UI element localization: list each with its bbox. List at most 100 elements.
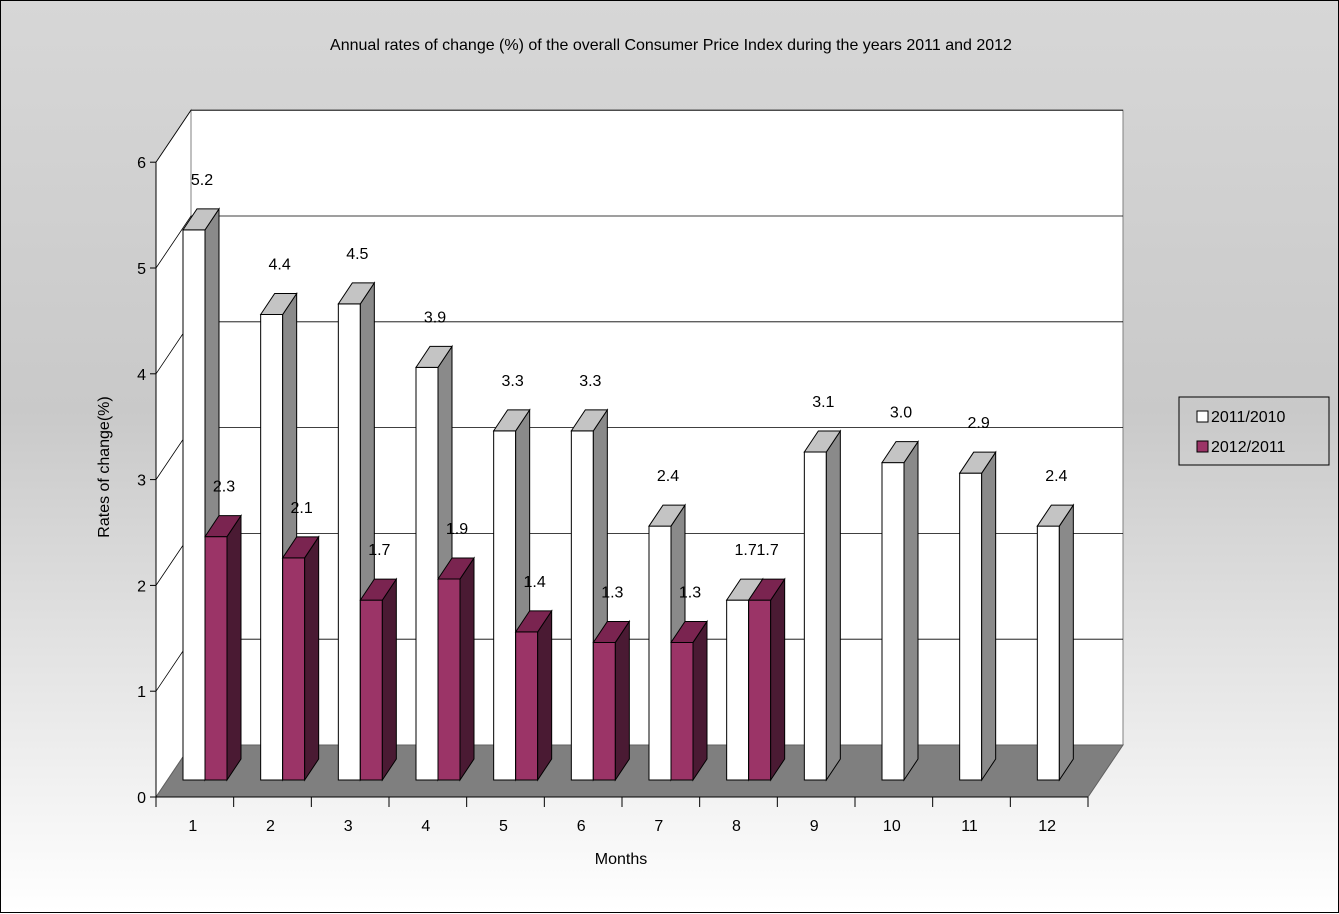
- bar-front: [670, 641, 694, 781]
- data-label: 1.7: [368, 542, 390, 559]
- x-tick-label: 8: [732, 818, 741, 835]
- y-tick-label: 3: [137, 473, 146, 490]
- bar-front: [282, 557, 306, 781]
- bar-side: [1058, 503, 1074, 782]
- data-label: 2.9: [968, 415, 990, 432]
- gridline: [155, 215, 1123, 269]
- data-label: 2.4: [1045, 468, 1067, 485]
- bar-top: [514, 610, 553, 633]
- y-tick-label: 2: [137, 578, 146, 595]
- x-tick-label: 1: [188, 818, 197, 835]
- bar-side: [981, 450, 997, 782]
- bar-front: [648, 525, 672, 781]
- y-tick-label: 0: [137, 790, 146, 807]
- x-axis: 1 2 3 4 5 6 7 8 9 10 11 12: [155, 796, 1089, 835]
- bar-front: [415, 366, 439, 781]
- bar-front: [260, 313, 284, 781]
- bar-2012-2011: [747, 577, 786, 782]
- bar-2011-2010: [803, 429, 842, 782]
- bar-top: [337, 282, 376, 305]
- y-tick-label: 5: [137, 261, 146, 278]
- bar-top: [492, 409, 531, 432]
- gridline: [155, 109, 1123, 163]
- data-label: 1.4: [524, 574, 546, 591]
- x-tick-label: 4: [421, 818, 430, 835]
- bar-front: [182, 229, 206, 781]
- data-label: 2.4: [657, 468, 679, 485]
- x-tick-label: 10: [883, 818, 901, 835]
- x-tick-label: 7: [654, 818, 663, 835]
- bar-2012-2011: [437, 556, 475, 782]
- y-axis-title: Rates of change(%): [96, 396, 113, 537]
- bar-2011-2010: [881, 439, 919, 782]
- bar-side: [825, 429, 841, 782]
- x-tick-label: 3: [344, 818, 353, 835]
- bar-top: [648, 504, 686, 527]
- x-tick-label: 11: [961, 818, 978, 835]
- bar-2011-2010: [1036, 503, 1075, 782]
- data-label: 1.3: [601, 584, 623, 601]
- bar-top: [881, 441, 919, 464]
- chart-title: Annual rates of change (%) of the overal…: [330, 37, 1012, 54]
- bar-top: [1036, 504, 1075, 527]
- bar-2012-2011: [514, 609, 553, 782]
- bar-front: [337, 303, 361, 781]
- bar-2011-2010: [958, 450, 997, 782]
- bar-front: [1036, 525, 1060, 781]
- bar-top: [437, 557, 475, 580]
- bar-front: [881, 462, 905, 781]
- bar-top: [359, 578, 398, 601]
- legend-box: [1178, 396, 1330, 466]
- bar-2012-2011: [281, 535, 320, 782]
- data-label: 3.9: [424, 309, 446, 326]
- data-label: 1.7: [757, 542, 779, 559]
- bar-front: [204, 536, 228, 781]
- bar-2012-2011: [670, 619, 708, 782]
- bar-side: [459, 556, 475, 782]
- x-axis-title: Months: [595, 851, 647, 868]
- legend-label: 2011/2010: [1211, 409, 1286, 426]
- y-tick-label: 1: [137, 684, 146, 701]
- data-label: 3.0: [890, 405, 912, 422]
- data-label: 1.9: [446, 521, 468, 538]
- data-label: 2.1: [291, 500, 313, 517]
- legend: 2011/2010 2012/2011: [1178, 396, 1330, 466]
- bar-top: [415, 345, 453, 368]
- bar-top: [747, 578, 786, 601]
- data-label: 5.2: [191, 172, 213, 189]
- data-labels: 5.2 4.4 4.5 3.9 3.3 3.3 2.4 1.7 3.1 3.0 2.9 2.4 2.3 2…: [191, 172, 1068, 602]
- bar-top: [803, 430, 842, 453]
- legend-swatch: [1196, 440, 1209, 453]
- bar-top: [259, 292, 298, 315]
- data-label: 1.7: [735, 542, 757, 559]
- bar-top: [204, 515, 242, 538]
- data-label: 4.4: [269, 256, 291, 273]
- bar-side: [614, 619, 630, 782]
- bar-top: [281, 536, 320, 559]
- bar-front: [515, 631, 539, 781]
- data-label: 2.3: [213, 479, 235, 496]
- bar-side: [692, 619, 708, 782]
- bar-side: [381, 577, 397, 782]
- bar-top: [592, 620, 631, 643]
- legend-swatch: [1196, 410, 1209, 423]
- x-tick-label: 9: [810, 818, 819, 835]
- data-label: 4.5: [346, 246, 368, 263]
- bar-top: [958, 451, 997, 474]
- bar-side: [537, 609, 553, 782]
- y-tick-label: 4: [137, 367, 146, 384]
- data-label: 3.1: [812, 394, 834, 411]
- bar-front: [592, 641, 616, 781]
- bar-top: [570, 409, 609, 432]
- y-axis: 0 1 2 3 4 5 6: [137, 155, 157, 807]
- x-tick-label: 5: [499, 818, 508, 835]
- x-tick-label: 2: [266, 818, 275, 835]
- bar-side: [903, 439, 919, 782]
- bar-front: [959, 472, 983, 781]
- bar-top: [670, 620, 708, 643]
- data-label: 3.3: [502, 373, 524, 390]
- bar-front: [359, 599, 383, 781]
- bar-front: [726, 599, 750, 781]
